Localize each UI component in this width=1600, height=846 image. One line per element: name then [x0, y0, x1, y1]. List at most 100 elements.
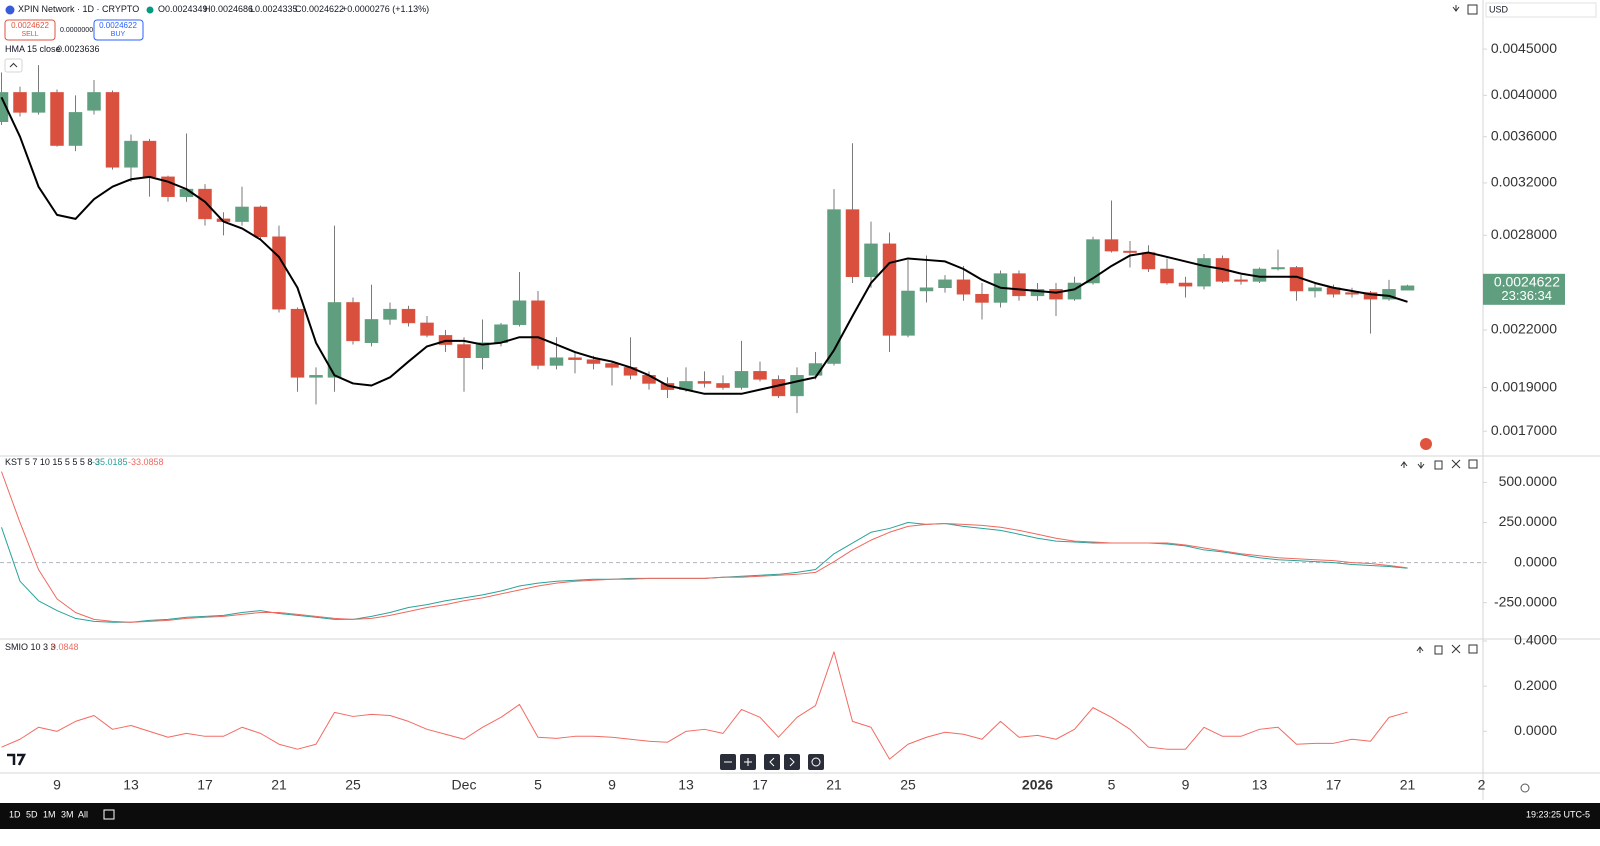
- scroll-left[interactable]: [764, 754, 780, 770]
- y-tick-label: 0.0000: [1514, 722, 1557, 738]
- candle-body: [346, 302, 360, 342]
- collapse-button[interactable]: [4, 58, 23, 73]
- maximize[interactable]: [1468, 644, 1478, 654]
- candle-body: [790, 375, 804, 397]
- candle-body: [1086, 239, 1100, 284]
- buy-price[interactable]: 0.0024622: [99, 21, 137, 30]
- candle-body: [642, 375, 656, 384]
- candle-body: [734, 371, 749, 388]
- sell-box[interactable]: [4, 19, 56, 41]
- spread: 0.0000000: [60, 27, 93, 34]
- ohlc-value: 0.0024622: [302, 4, 345, 14]
- range-button[interactable]: 1D: [9, 809, 21, 819]
- scroll-right[interactable]: [784, 754, 800, 770]
- collapse-box[interactable]: [4, 58, 23, 73]
- candle-body: [1234, 279, 1248, 282]
- scroll-left-icon[interactable]: [769, 757, 775, 767]
- ohlc-value: 0.0024349: [165, 4, 208, 14]
- candle-body: [327, 302, 342, 378]
- y-tick-label: 0.2000: [1514, 677, 1557, 693]
- currency-box[interactable]: [1485, 2, 1597, 18]
- x-tick-label: 5: [534, 777, 542, 793]
- maximize-icon[interactable]: [1467, 4, 1478, 15]
- candle-body: [235, 206, 249, 222]
- x-tick-label: 9: [608, 777, 616, 793]
- candle-body: [383, 308, 397, 320]
- y-tick-label: 0.4000: [1514, 632, 1557, 648]
- delete[interactable]: [1434, 460, 1443, 470]
- hma-legend: HMA 15 close 0.0023636: [5, 44, 100, 54]
- range-button[interactable]: All: [78, 809, 88, 819]
- x-tick-label: 13: [678, 777, 694, 793]
- candle-body: [364, 319, 379, 343]
- candle-body: [124, 140, 138, 168]
- candle-body: [1178, 282, 1193, 287]
- collapse[interactable]: [1451, 459, 1461, 469]
- range-button[interactable]: 1M: [43, 809, 56, 819]
- legend-name: HMA 15 close: [5, 44, 61, 54]
- header: XPIN Network · 1D · CRYPTO O0.0024349 H0…: [18, 4, 429, 14]
- reset-icon[interactable]: [811, 757, 821, 767]
- collapse-icon[interactable]: [9, 62, 18, 68]
- scroll-icon[interactable]: [1452, 5, 1460, 12]
- settings-icon[interactable]: [1520, 783, 1530, 793]
- candle-body: [827, 209, 841, 364]
- collapse[interactable]: [1451, 644, 1461, 654]
- smio-legend: SMIO 10 3 3 0.0848: [5, 642, 79, 652]
- x-tick-label: 13: [1252, 777, 1268, 793]
- candle-body: [919, 287, 934, 292]
- candle-body: [198, 188, 212, 220]
- candle-body: [549, 357, 564, 366]
- candle-body: [901, 290, 915, 336]
- candle-body: [475, 342, 490, 358]
- candle-body: [1141, 252, 1156, 270]
- date-range-icon[interactable]: [103, 809, 115, 820]
- candle-body: [1030, 289, 1045, 297]
- candle-body: [290, 308, 305, 378]
- ohlc-label: C: [295, 4, 302, 14]
- x-tick-label: 21: [826, 777, 842, 793]
- price-tag-value: 0.0024622: [1494, 274, 1560, 290]
- buy-label[interactable]: BUY: [111, 31, 126, 38]
- indicator-line: [1, 651, 1408, 760]
- maximize[interactable]: [1468, 459, 1478, 469]
- candle-body: [1160, 268, 1174, 284]
- candle-body: [420, 322, 434, 336]
- sell-button[interactable]: 0.0024622 SELL: [4, 19, 56, 41]
- sell-label[interactable]: SELL: [21, 31, 38, 38]
- move-down[interactable]: [1417, 462, 1425, 469]
- zoom-controls[interactable]: [720, 754, 824, 770]
- ohlc-label: L: [250, 4, 255, 14]
- y-tick-label: 0.0000: [1514, 553, 1557, 569]
- y-tick-label: 0.0036000: [1491, 127, 1557, 143]
- price-tag: [1483, 273, 1565, 305]
- candle-body: [1123, 250, 1137, 253]
- scroll-right-icon[interactable]: [789, 757, 795, 767]
- candle-body: [753, 371, 767, 380]
- logo: [7, 753, 27, 766]
- move-up[interactable]: [1416, 646, 1424, 653]
- delete[interactable]: [1434, 645, 1443, 655]
- buy-button[interactable]: 0.0024622 BUY: [93, 19, 144, 41]
- candle-body: [50, 92, 64, 146]
- candle-body: [105, 92, 120, 168]
- candle-body: [309, 375, 323, 378]
- pane-controls[interactable]: [1400, 459, 1478, 655]
- zoom-in-icon[interactable]: [744, 758, 752, 766]
- y-tick-label: 0.0028000: [1491, 226, 1557, 242]
- reset[interactable]: [808, 754, 824, 770]
- candle-body: [1308, 287, 1322, 292]
- candle-body: [1363, 292, 1378, 300]
- currency[interactable]: USD: [1489, 4, 1509, 14]
- move-up[interactable]: [1400, 461, 1408, 468]
- range-button[interactable]: 3M: [61, 809, 74, 819]
- sell-price[interactable]: 0.0024622: [11, 21, 49, 30]
- candle-body: [1345, 292, 1359, 295]
- symbol-title: XPIN Network · 1D · CRYPTO: [18, 4, 139, 14]
- events-icon[interactable]: [1420, 438, 1432, 450]
- y-tick-label: 0.0032000: [1491, 174, 1557, 190]
- ohlc-label: H: [204, 4, 211, 14]
- range-button[interactable]: 5D: [26, 809, 38, 819]
- legend-name: SMIO 10 3 3: [5, 642, 56, 652]
- buy-box[interactable]: [93, 19, 144, 41]
